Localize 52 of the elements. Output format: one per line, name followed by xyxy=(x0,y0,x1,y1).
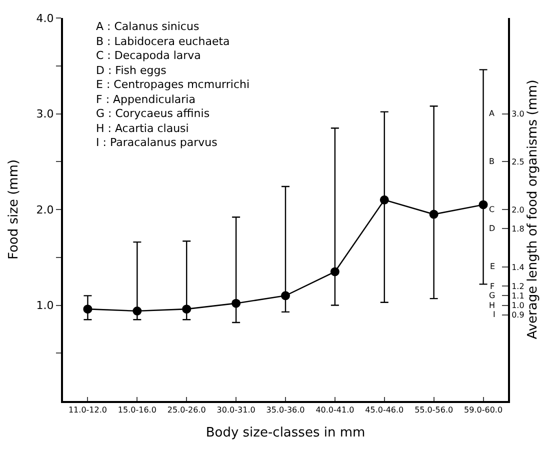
y2-tick-label: 1.0 xyxy=(512,301,524,310)
annotation: C : Decapoda larva xyxy=(96,49,201,62)
annotation: E : Centropages mcmurrichi xyxy=(96,78,250,91)
y2-tick-label: 2.5 xyxy=(512,157,524,166)
x-tick-label: 55.0-56.0 xyxy=(414,406,454,415)
y2-tick-label: 0.9 xyxy=(512,310,524,320)
x-axis-title: Body size-classes in mm xyxy=(206,426,366,441)
x-tick-label: 45.0-46.0 xyxy=(365,406,404,415)
annotation: D : Fish eggs xyxy=(96,64,167,77)
y2-tick-label: 3.0 xyxy=(512,110,524,119)
annotation: B : Labidocera euchaeta xyxy=(96,35,230,48)
x-tick-label: 59.0-60.0 xyxy=(464,406,503,415)
point xyxy=(83,304,92,314)
annotation: I xyxy=(493,310,496,319)
y2-tick-label: 1.4 xyxy=(512,262,524,272)
annotation: G xyxy=(489,291,496,300)
annotation: E xyxy=(490,262,496,271)
x-tick-label: 30.0-31.0 xyxy=(216,406,256,415)
y2-tick-label: 1.1 xyxy=(512,291,524,300)
annotation: F xyxy=(490,282,495,291)
x-tick-label: 40.0-41.0 xyxy=(316,406,354,415)
annotation: A : Calanus sinicus xyxy=(96,20,200,33)
annotation: B xyxy=(489,157,494,166)
annotation: A xyxy=(489,109,495,118)
point xyxy=(429,210,438,219)
y2-axis-title: Average length of food organisms (mm) xyxy=(525,80,540,340)
y2-tick-label: 1.2 xyxy=(512,282,524,291)
annotation: H xyxy=(489,301,496,310)
point xyxy=(330,267,340,276)
point xyxy=(478,200,488,210)
annotation: I : Paracalanus parvus xyxy=(96,136,218,149)
y-tick-label: 3.0 xyxy=(36,108,54,121)
y-tick-label: 1.0 xyxy=(36,299,54,312)
point xyxy=(182,304,192,314)
point xyxy=(281,291,290,300)
annotation: G : Corycaeus affinis xyxy=(96,107,210,120)
point xyxy=(232,298,241,308)
y-tick-label: 4.0 xyxy=(36,12,54,25)
annotation: H : Acartia clausi xyxy=(96,122,189,135)
point xyxy=(380,195,389,204)
annotation: D xyxy=(489,224,496,233)
annotation: C xyxy=(489,205,495,214)
y-tick-label: 2.0 xyxy=(36,203,54,216)
y2-tick-label: 2.0 xyxy=(512,205,524,214)
y2-tick-label: 1.8 xyxy=(512,224,524,234)
annotation: F : Appendicularia xyxy=(96,93,196,106)
y-axis-title: Food size (mm) xyxy=(6,159,22,260)
x-tick-label: 15.0-16.0 xyxy=(118,406,156,415)
x-tick-label: 25.0-26.0 xyxy=(167,406,206,415)
x-tick-label: 35.0-36.0 xyxy=(266,406,305,415)
x-tick-label: 11.0-12.0 xyxy=(68,406,107,415)
point xyxy=(132,306,142,316)
